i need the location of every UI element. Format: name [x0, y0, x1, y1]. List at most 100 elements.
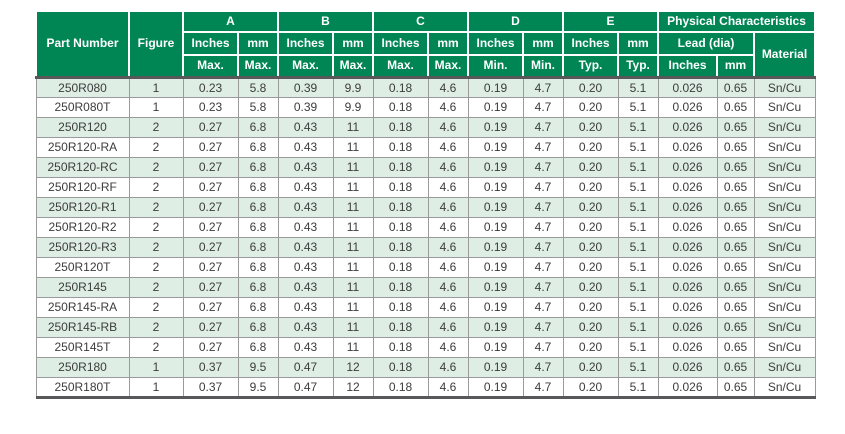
value-cell: 0.65 — [716, 76, 755, 98]
value-cell: 0.026 — [657, 176, 718, 198]
table-row: 250R120-R2 2 0.27 6.8 0.43 11 0.18 4.6 0.19 4.7 0.… — [35, 216, 816, 238]
figure-cell: 2 — [128, 256, 184, 278]
table-row: 250R080T 1 0.23 5.8 0.39 9.9 0.18 4.6 0.19 4.7 0.2… — [35, 96, 816, 118]
value-cell: 0.026 — [657, 276, 718, 298]
col-header-e-mm-spec: Typ. — [617, 54, 659, 79]
col-group-a: A — [182, 10, 279, 33]
value-cell: 4.7 — [522, 116, 564, 138]
col-group-e: E — [562, 10, 659, 33]
value-cell: 0.18 — [372, 96, 429, 118]
value-cell: 0.19 — [467, 336, 524, 358]
value-cell: 4.7 — [522, 376, 564, 399]
figure-cell: 2 — [128, 336, 184, 358]
value-cell: 0.27 — [182, 136, 239, 158]
table-row: 250R120-R3 2 0.27 6.8 0.43 11 0.18 4.6 0.19 4.7 0.… — [35, 236, 816, 258]
value-cell: 0.18 — [372, 156, 429, 178]
col-header-part-number: Part Number — [35, 10, 130, 79]
col-header-a-mm: mm — [237, 31, 279, 56]
value-cell: 0.20 — [562, 376, 619, 399]
value-cell: 0.19 — [467, 376, 524, 399]
value-cell: 6.8 — [237, 116, 279, 138]
col-header-a-mm-spec: Max. — [237, 54, 279, 79]
value-cell: 0.65 — [716, 276, 755, 298]
value-cell: 0.026 — [657, 316, 718, 338]
table-row: 250R120-RC 2 0.27 6.8 0.43 11 0.18 4.6 0.19 4.7 0.… — [35, 156, 816, 178]
value-cell: 0.43 — [277, 316, 334, 338]
value-cell: 0.37 — [182, 356, 239, 378]
value-cell: 5.1 — [617, 276, 659, 298]
value-cell: 0.65 — [716, 376, 755, 399]
value-cell: 11 — [332, 336, 374, 358]
col-group-c: C — [372, 10, 469, 33]
value-cell: 0.19 — [467, 256, 524, 278]
value-cell: 0.026 — [657, 116, 718, 138]
value-cell: Sn/Cu — [753, 136, 816, 158]
table-header: Part Number Figure A B C D E Physical Ch… — [35, 10, 816, 79]
value-cell: 0.026 — [657, 376, 718, 399]
value-cell: 4.7 — [522, 236, 564, 258]
col-header-lead-dia: Lead (dia) — [657, 31, 755, 56]
table-row: 250R120-RF 2 0.27 6.8 0.43 11 0.18 4.6 0.19 4.7 0.… — [35, 176, 816, 198]
value-cell: 0.19 — [467, 236, 524, 258]
value-cell: Sn/Cu — [753, 356, 816, 378]
value-cell: 0.19 — [467, 96, 524, 118]
value-cell: 6.8 — [237, 236, 279, 258]
value-cell: 11 — [332, 316, 374, 338]
value-cell: 0.20 — [562, 216, 619, 238]
value-cell: 4.6 — [427, 376, 469, 399]
value-cell: 4.6 — [427, 176, 469, 198]
value-cell: 0.39 — [277, 96, 334, 118]
value-cell: 0.65 — [716, 96, 755, 118]
value-cell: Sn/Cu — [753, 296, 816, 318]
part-number-cell: 250R080T — [35, 96, 130, 118]
value-cell: 0.19 — [467, 176, 524, 198]
col-header-d-mm: mm — [522, 31, 564, 56]
col-header-material: Material — [753, 31, 816, 79]
value-cell: 4.7 — [522, 336, 564, 358]
table-row: 250R180T 1 0.37 9.5 0.47 12 0.18 4.6 0.19 4.7 0.20… — [35, 376, 816, 399]
value-cell: 0.18 — [372, 256, 429, 278]
value-cell: 0.19 — [467, 116, 524, 138]
value-cell: 0.19 — [467, 156, 524, 178]
value-cell: 4.7 — [522, 76, 564, 98]
value-cell: 0.026 — [657, 196, 718, 218]
value-cell: 0.43 — [277, 256, 334, 278]
value-cell: 4.6 — [427, 136, 469, 158]
value-cell: 5.1 — [617, 76, 659, 98]
header-row-specs: Max. Max. Max. Max. Max. Max. Min. Min. … — [36, 54, 815, 79]
value-cell: 0.27 — [182, 196, 239, 218]
value-cell: 5.1 — [617, 216, 659, 238]
col-group-b: B — [277, 10, 374, 33]
part-number-cell: 250R120 — [35, 116, 130, 138]
value-cell: 9.9 — [332, 76, 374, 98]
value-cell: 0.23 — [182, 96, 239, 118]
value-cell: 0.18 — [372, 316, 429, 338]
value-cell: 0.19 — [467, 276, 524, 298]
part-number-cell: 250R120-R1 — [35, 196, 130, 218]
value-cell: 12 — [332, 356, 374, 378]
value-cell: 0.20 — [562, 176, 619, 198]
value-cell: 4.6 — [427, 156, 469, 178]
value-cell: 4.7 — [522, 96, 564, 118]
part-number-cell: 250R120-R3 — [35, 236, 130, 258]
value-cell: 5.1 — [617, 296, 659, 318]
value-cell: 6.8 — [237, 196, 279, 218]
value-cell: 0.65 — [716, 296, 755, 318]
part-number-cell: 250R120T — [35, 256, 130, 278]
col-header-e-inches-spec: Typ. — [562, 54, 619, 79]
col-header-c-mm: mm — [427, 31, 469, 56]
value-cell: 0.026 — [657, 296, 718, 318]
figure-cell: 2 — [128, 236, 184, 258]
value-cell: 5.1 — [617, 96, 659, 118]
value-cell: Sn/Cu — [753, 236, 816, 258]
col-header-e-mm: mm — [617, 31, 659, 56]
value-cell: 0.27 — [182, 156, 239, 178]
col-header-a-inches: Inches — [182, 31, 239, 56]
value-cell: 0.20 — [562, 316, 619, 338]
value-cell: 0.65 — [716, 196, 755, 218]
col-header-lead-mm: mm — [716, 54, 755, 79]
table-row: 250R145-RB 2 0.27 6.8 0.43 11 0.18 4.6 0.19 4.7 0.… — [35, 316, 816, 338]
value-cell: 0.20 — [562, 156, 619, 178]
table-row: 250R120 2 0.27 6.8 0.43 11 0.18 4.6 0.19 4.7 0.20 5… — [35, 116, 816, 138]
table-row: 250R120-RA 2 0.27 6.8 0.43 11 0.18 4.6 0.19 4.7 0.… — [35, 136, 816, 158]
